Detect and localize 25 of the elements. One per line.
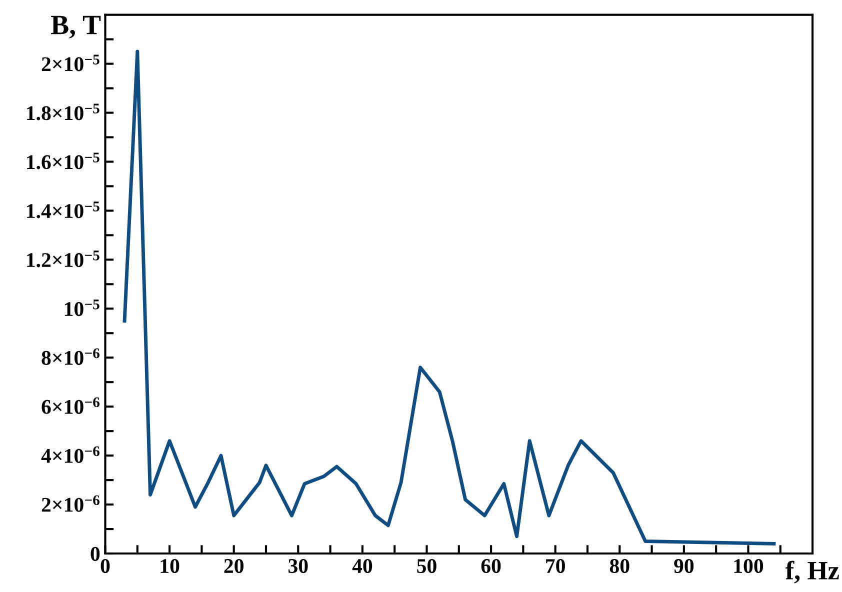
- y-tick-label: 4×10$^{−6}$: [41, 446, 100, 463]
- y-tick-label: 2×10$^{−6}$: [42, 495, 100, 512]
- y-tick-label: 1.2×10$^{−5}$: [27, 250, 100, 268]
- y-tick-label: 1.8×10$^{−5}$: [27, 104, 100, 120]
- x-axis-title: f, Hz: [785, 560, 839, 584]
- x-tick-label: 30: [288, 558, 308, 574]
- y-tick-label: 6×10$^{−6}$: [42, 397, 100, 414]
- y-tick-label: 8×10$^{−6}$: [42, 348, 100, 365]
- line-series: [122, 50, 776, 546]
- y-tick-label: 10$^{−5}$: [64, 300, 100, 316]
- x-tick-label: 80: [610, 558, 630, 574]
- x-tick-label: 70: [546, 558, 565, 574]
- x-tick-label: 50: [417, 558, 436, 574]
- y-tick-label: 1.6×10$^{−5}$: [27, 152, 100, 170]
- x-tick-label: 40: [352, 558, 372, 574]
- x-tick-label: 10: [160, 558, 180, 574]
- x-tick-label: 100: [734, 558, 764, 574]
- x-tick-label: 0: [100, 558, 110, 574]
- x-tick-label: 60: [481, 558, 501, 574]
- y-axis-title: B, T: [51, 16, 101, 38]
- y-tick-label: 2×10$^{−5}$: [42, 54, 100, 72]
- y-tick-label: 1.4×10$^{−5}$: [27, 202, 100, 218]
- x-tick-label: 90: [674, 558, 694, 574]
- x-tick-label: 20: [224, 558, 244, 574]
- y-tick-label: 0: [90, 546, 100, 561]
